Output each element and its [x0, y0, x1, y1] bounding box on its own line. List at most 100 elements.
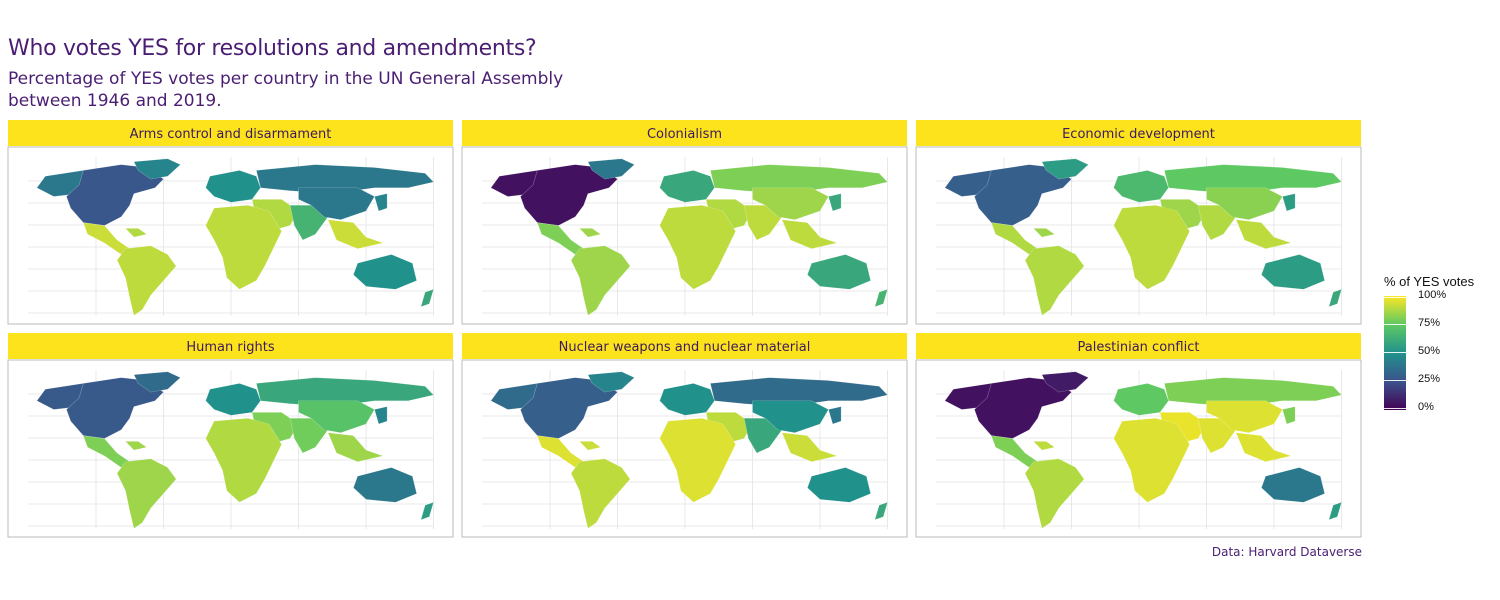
legend-tick	[1384, 352, 1406, 353]
world-map	[36, 371, 435, 529]
legend-tick	[1384, 408, 1406, 409]
region-japan	[374, 406, 388, 425]
region-africa	[205, 204, 282, 290]
legend-title: % of YES votes	[1384, 274, 1475, 289]
region-oceania	[807, 467, 872, 503]
region-japan	[1282, 406, 1296, 425]
region-south-america	[1024, 458, 1085, 529]
facet-panel: Economic development	[915, 120, 1362, 325]
facet-panel: Colonialism	[461, 120, 908, 325]
region-caribbean	[1032, 441, 1056, 451]
legend-tick	[1384, 297, 1406, 298]
region-china	[1206, 400, 1283, 433]
region-russia	[709, 164, 889, 194]
facet-label: Economic development	[1062, 127, 1215, 142]
world-map	[944, 158, 1343, 316]
region-southeast-asia	[1235, 219, 1292, 249]
facet-label: Nuclear weapons and nuclear material	[559, 340, 811, 355]
region-new-zealand	[1328, 288, 1342, 308]
region-china	[1206, 187, 1283, 220]
region-southeast-asia	[327, 432, 384, 462]
region-south-america	[116, 458, 177, 529]
facet-panel: Human rights	[7, 333, 454, 538]
region-japan	[828, 406, 842, 425]
region-south-america	[570, 245, 631, 316]
facet-label: Palestinian conflict	[1078, 340, 1200, 355]
region-china	[752, 187, 829, 220]
region-russia	[255, 377, 435, 407]
region-china	[298, 400, 375, 433]
facet-strip	[916, 333, 1361, 359]
region-russia	[255, 164, 435, 194]
facet-label: Colonialism	[647, 127, 722, 142]
region-africa	[1113, 204, 1190, 290]
region-southeast-asia	[781, 432, 838, 462]
region-greenland	[1041, 371, 1089, 393]
chart-title: Who votes YES for resolutions and amendm…	[8, 36, 537, 61]
world-map	[490, 371, 889, 529]
facet-strip	[462, 120, 907, 146]
region-caribbean	[578, 228, 602, 238]
legend-colorbar	[1384, 296, 1406, 410]
region-caribbean	[578, 441, 602, 451]
region-greenland	[133, 371, 181, 393]
facet-panel: Arms control and disarmament	[7, 120, 454, 325]
region-oceania	[807, 254, 872, 290]
chart-subtitle: Percentage of YES votes per country in t…	[8, 69, 564, 111]
region-southeast-asia	[1235, 432, 1292, 462]
legend-label-100: 100%	[1418, 289, 1447, 301]
legend-label-25: 25%	[1418, 373, 1441, 385]
region-africa	[659, 204, 736, 290]
region-new-zealand	[420, 288, 434, 308]
region-new-zealand	[420, 501, 434, 521]
facet-strip	[462, 333, 907, 359]
region-caribbean	[124, 228, 148, 238]
data-source-caption: Data: Harvard Dataverse	[1211, 545, 1362, 559]
region-new-zealand	[1328, 501, 1342, 521]
facet-strip	[8, 333, 453, 359]
color-legend: % of YES votes 100% 75% 50% 25% 0%	[1384, 274, 1494, 424]
facet-strip	[916, 120, 1361, 146]
region-oceania	[1261, 254, 1326, 290]
region-russia	[709, 377, 889, 407]
facet-label: Arms control and disarmament	[130, 127, 332, 142]
region-south-america	[1024, 245, 1085, 316]
legend-label-50: 50%	[1418, 345, 1441, 357]
legend-tick	[1384, 324, 1406, 325]
region-oceania	[353, 467, 418, 503]
region-south-america	[116, 245, 177, 316]
region-africa	[205, 417, 282, 503]
region-new-zealand	[874, 288, 888, 308]
facet-strip	[8, 120, 453, 146]
facet-label: Human rights	[186, 340, 275, 355]
region-caribbean	[124, 441, 148, 451]
legend-label-0: 0%	[1418, 401, 1434, 413]
region-japan	[374, 193, 388, 212]
region-greenland	[1041, 158, 1089, 180]
region-africa	[659, 417, 736, 503]
legend-tick	[1384, 380, 1406, 381]
region-new-zealand	[874, 501, 888, 521]
region-greenland	[133, 158, 181, 180]
world-map	[36, 158, 435, 316]
facet-panel: Palestinian conflict	[915, 333, 1362, 538]
world-map	[490, 158, 889, 316]
region-japan	[828, 193, 842, 212]
region-china	[298, 187, 375, 220]
region-greenland	[587, 371, 635, 393]
region-caribbean	[1032, 228, 1056, 238]
region-china	[752, 400, 829, 433]
region-south-america	[570, 458, 631, 529]
region-japan	[1282, 193, 1296, 212]
facet-panel: Nuclear weapons and nuclear material	[461, 333, 908, 538]
region-africa	[1113, 417, 1190, 503]
region-oceania	[353, 254, 418, 290]
region-russia	[1163, 164, 1343, 194]
region-greenland	[587, 158, 635, 180]
region-oceania	[1261, 467, 1326, 503]
region-southeast-asia	[327, 219, 384, 249]
world-map	[944, 371, 1343, 529]
legend-label-75: 75%	[1418, 317, 1441, 329]
region-southeast-asia	[781, 219, 838, 249]
